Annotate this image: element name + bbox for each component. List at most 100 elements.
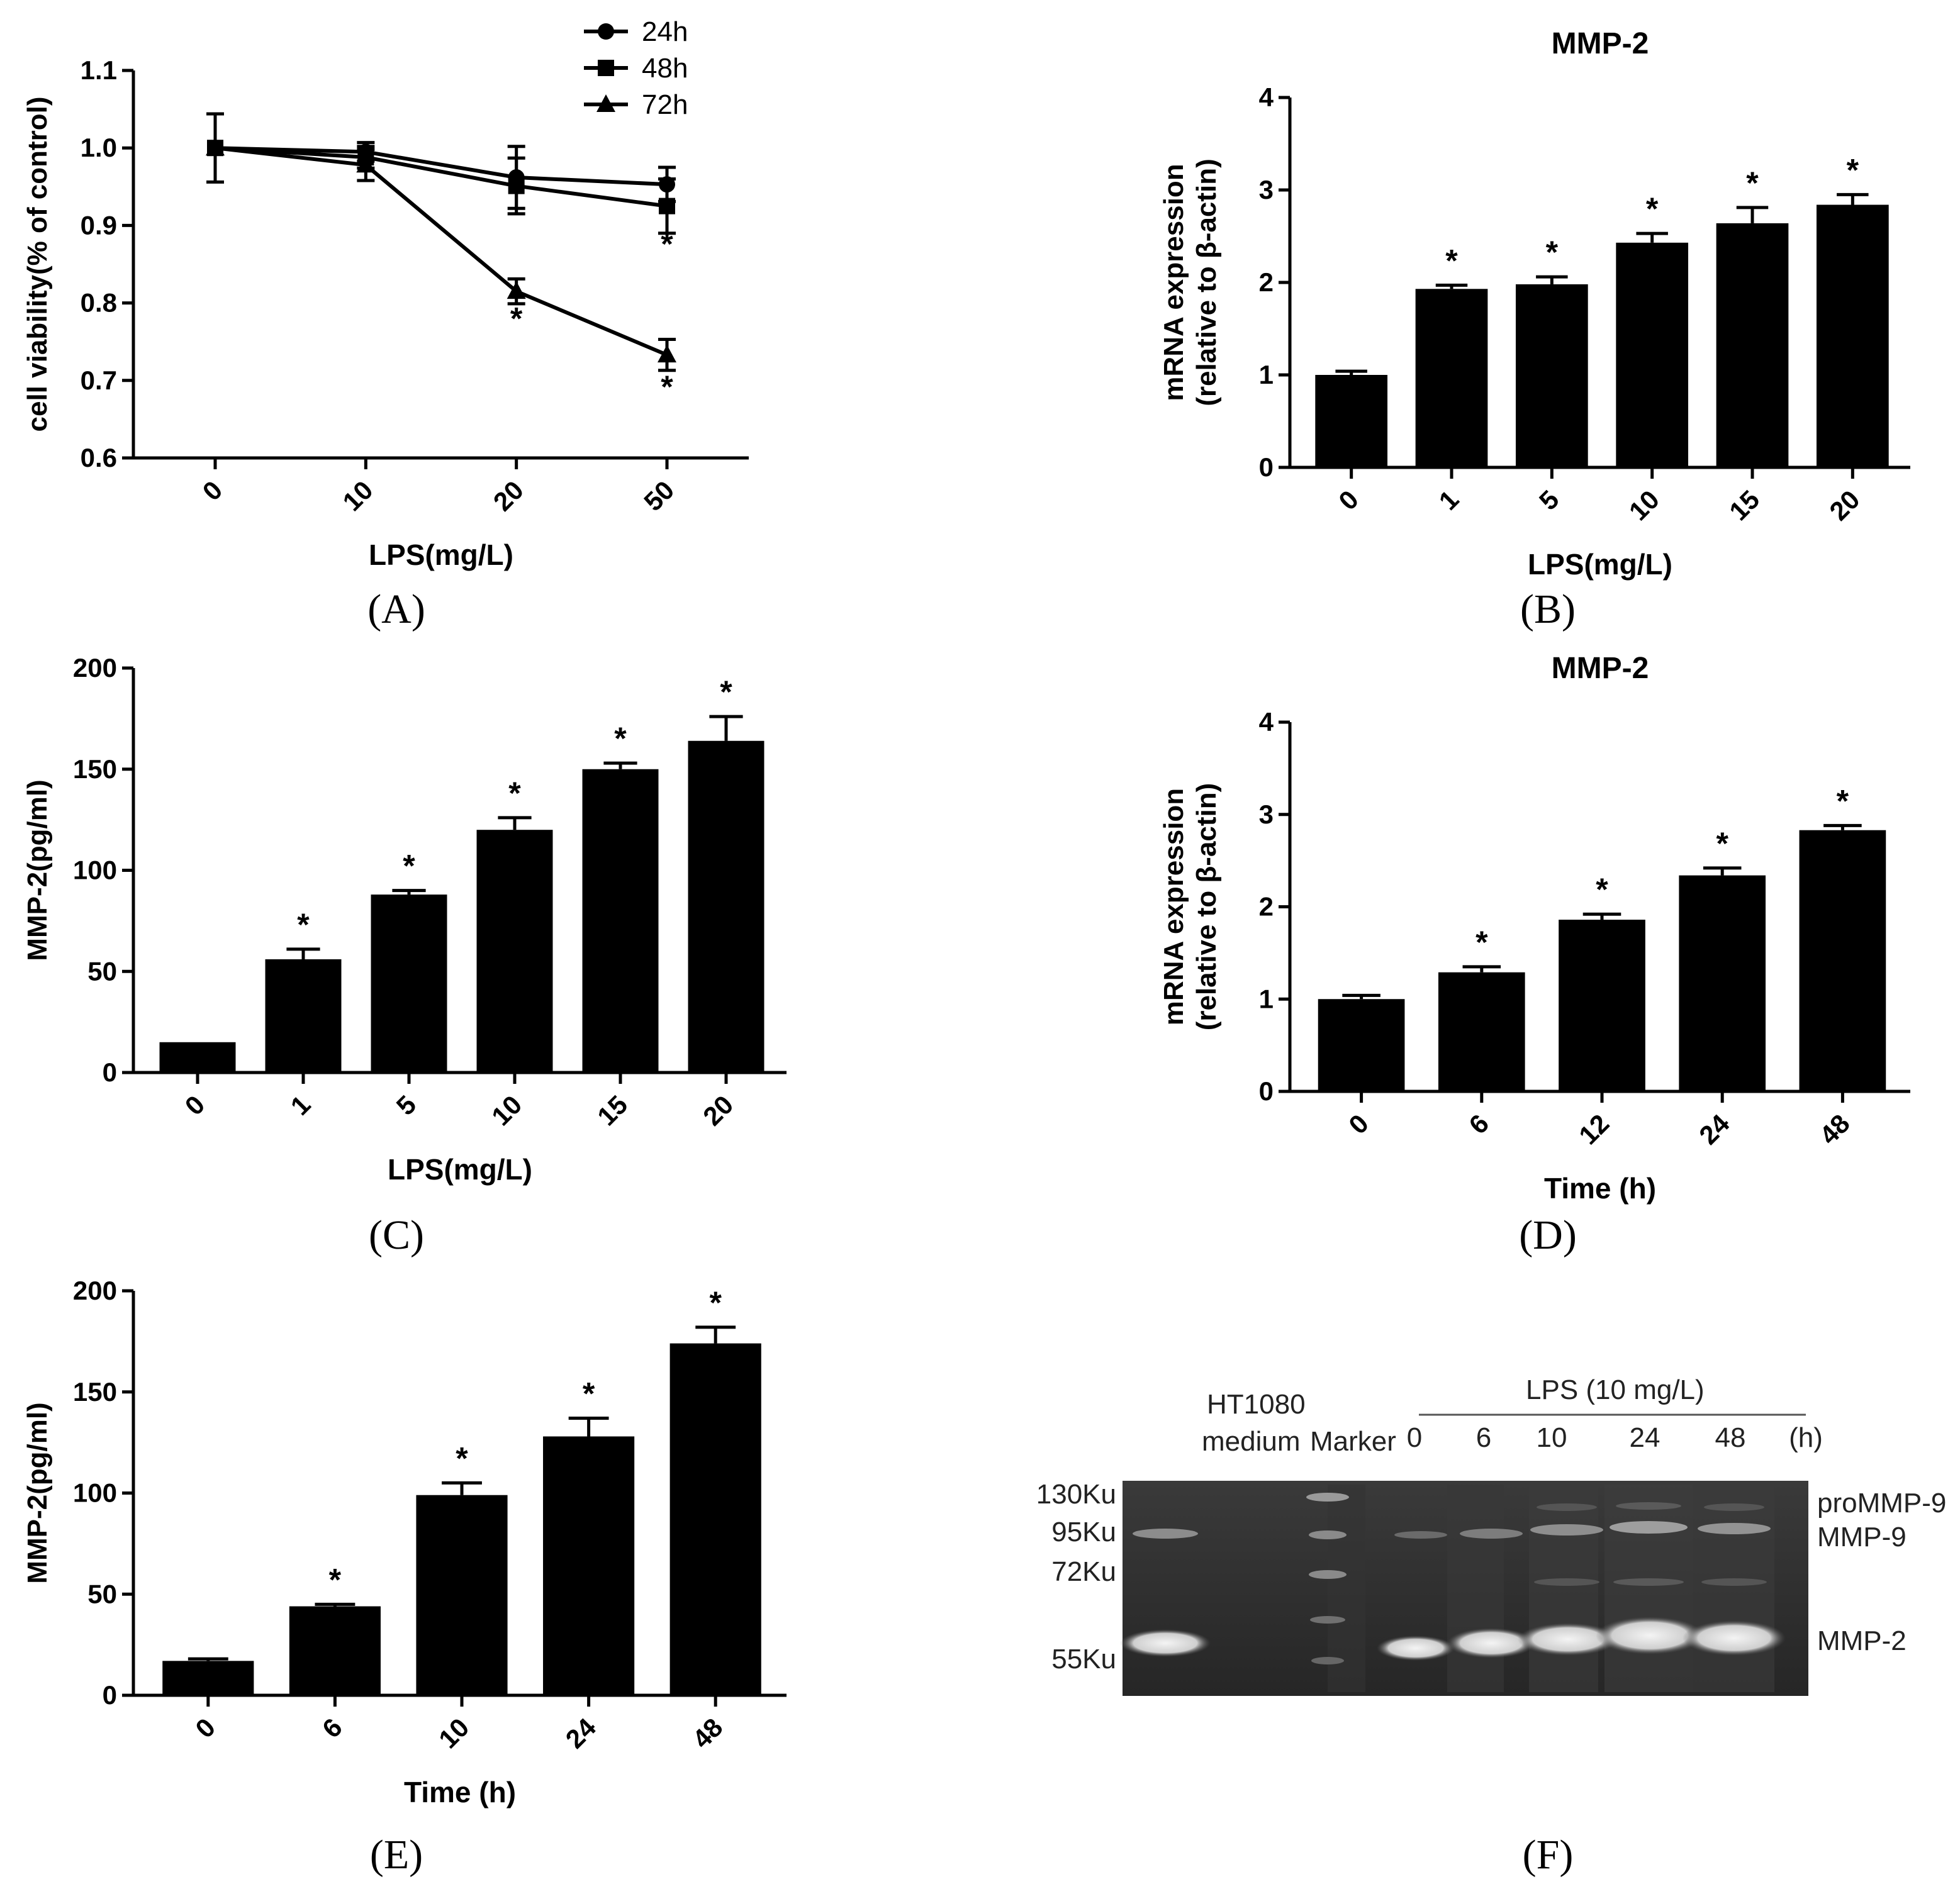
- x-tick-label: 5: [1533, 484, 1565, 516]
- gel-lane-shade: [1604, 1485, 1693, 1692]
- legend-marker-48h: [598, 60, 614, 76]
- data-point-48h: [659, 198, 675, 215]
- gel-band-mmp9: MMP-9: [1817, 1522, 1907, 1552]
- y-tick-label: 1: [1259, 984, 1274, 1013]
- panel-label-e: (E): [370, 1832, 423, 1878]
- x-tick-label: 15: [591, 1090, 633, 1131]
- chart-panel-c: 0 50 100 150 200 MMP-2(pg/ml) LPS(mg/L) 0 * 1 * 5 * 1…: [22, 653, 787, 1186]
- legend-label-72h: 72h: [642, 89, 688, 120]
- lane-48-promm9-band: [1704, 1503, 1764, 1511]
- series-line-24h: [215, 146, 668, 187]
- lane-0-mmp9-band: [1394, 1531, 1447, 1539]
- x-axis-label: Time (h): [404, 1776, 516, 1809]
- y-tick-label: 0: [103, 1057, 117, 1087]
- significance-star: *: [1596, 872, 1608, 907]
- x-tick-label: 0: [179, 1090, 211, 1121]
- bar-6: [289, 1606, 381, 1695]
- gel-lane-shade: [1693, 1485, 1774, 1692]
- bar-20: [688, 740, 764, 1073]
- bar-15: [1716, 223, 1789, 467]
- y-axis-label: (relative to β-actin): [1191, 783, 1222, 1031]
- significance-star: *: [1646, 191, 1659, 226]
- y-tick-label: 100: [73, 1478, 117, 1508]
- significance-star: *: [1746, 165, 1759, 201]
- gel-marker-label: Marker: [1310, 1426, 1396, 1457]
- x-tick-label: 6: [316, 1712, 348, 1744]
- bar-0: [162, 1661, 254, 1695]
- y-tick-label: 50: [87, 956, 117, 986]
- x-tick-label: 20: [488, 475, 529, 516]
- x-tick-label: 5: [391, 1090, 422, 1121]
- significance-star: *: [1847, 152, 1859, 187]
- x-tick-label: 1: [1433, 484, 1465, 516]
- gel-panel-f: HT1080 medium Marker LPS (10 mg/L) 0 6 1…: [1036, 1374, 1946, 1696]
- y-tick-label: 150: [73, 754, 117, 784]
- gel-time-label-24: 24: [1630, 1422, 1660, 1453]
- bar-10: [416, 1495, 508, 1695]
- x-tick-label: 48: [686, 1712, 728, 1754]
- bar-12: [1559, 920, 1645, 1091]
- y-tick-label: 2: [1259, 267, 1274, 297]
- y-tick-label: 1.0: [81, 133, 117, 162]
- data-point-72h: [356, 155, 376, 173]
- y-tick-label: 1: [1259, 360, 1274, 389]
- significance-star: *: [1716, 826, 1728, 861]
- x-tick-label: 6: [1463, 1108, 1494, 1140]
- lane-48-mmp2-band: [1683, 1620, 1786, 1656]
- lane-6-mmp9-band: [1460, 1529, 1523, 1539]
- lane-48-mmp9-band: [1698, 1523, 1771, 1534]
- data-point-48h: [508, 177, 525, 194]
- lane-24-mmp9-band: [1610, 1521, 1688, 1534]
- marker-band: [1310, 1616, 1345, 1624]
- ht1080-mmp2-band: [1120, 1629, 1211, 1657]
- x-tick-label: 10: [433, 1712, 474, 1754]
- bar-5: [1515, 284, 1588, 467]
- significance-star: *: [456, 1441, 468, 1476]
- gel-time-label-10: 10: [1537, 1422, 1567, 1453]
- x-tick-label: 0: [1343, 1108, 1374, 1140]
- x-axis-label: Time (h): [1544, 1172, 1656, 1205]
- lane-24-promm9-band: [1616, 1502, 1681, 1510]
- chart-panel-a: 0.6 0.7 0.8 0.9 1.0 1.1 cell viability(% of co…: [22, 16, 749, 571]
- bar-1: [1415, 289, 1488, 467]
- significance-star: *: [720, 674, 732, 710]
- y-tick-label: 0.7: [81, 365, 117, 395]
- y-tick-label: 150: [73, 1377, 117, 1407]
- y-axis-label: cell viability(% of control): [22, 97, 53, 432]
- x-tick-label: 1: [285, 1090, 316, 1121]
- significance-star: *: [403, 849, 415, 884]
- gel-mw-72: 72Ku: [1051, 1556, 1116, 1587]
- gel-band-promm9: proMMP-9: [1817, 1488, 1946, 1519]
- bar-24: [543, 1436, 635, 1695]
- y-tick-label: 0: [1259, 452, 1274, 482]
- chart-panel-b: 0 1 2 3 4 mRNA expression (relative to β-actin…: [1158, 27, 1910, 581]
- gel-mw-55: 55Ku: [1051, 1644, 1116, 1675]
- x-tick-label: 0: [189, 1712, 221, 1744]
- bar-24: [1679, 875, 1766, 1091]
- legend-marker-72h: [596, 94, 615, 112]
- y-axis-label: MMP-2(pg/ml): [22, 779, 53, 961]
- significance-star: *: [661, 369, 673, 404]
- x-axis-label: LPS(mg/L): [369, 538, 513, 571]
- lane-0-mmp2-band: [1377, 1636, 1455, 1661]
- bar-48: [1799, 830, 1886, 1091]
- x-tick-label: 20: [1823, 484, 1865, 526]
- bar-10: [476, 830, 553, 1073]
- gel-mw-130: 130Ku: [1036, 1479, 1116, 1510]
- y-tick-label: 1.1: [81, 55, 117, 85]
- significance-star: *: [1445, 243, 1458, 278]
- lane-24-mmp2-band: [1596, 1617, 1704, 1654]
- bar-1: [265, 959, 342, 1073]
- lane-faint-band: [1701, 1578, 1767, 1586]
- x-tick-label: 24: [560, 1712, 602, 1754]
- lane-10-mmp9-band: [1530, 1524, 1603, 1536]
- y-tick-label: 0: [103, 1680, 117, 1710]
- y-axis-label: mRNA expression: [1158, 788, 1189, 1025]
- panel-label-b: (B): [1520, 586, 1576, 632]
- y-axis-label: MMP-2(pg/ml): [22, 1402, 53, 1583]
- lane-faint-band: [1613, 1578, 1684, 1586]
- significance-star: *: [510, 301, 523, 336]
- x-tick-label: 50: [638, 475, 680, 516]
